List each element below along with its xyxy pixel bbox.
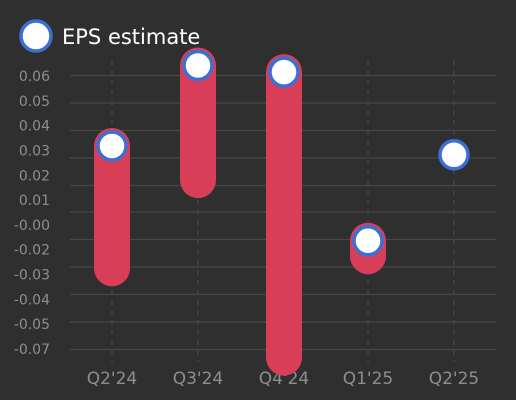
legend-label: EPS estimate — [62, 25, 200, 49]
estimate-markers — [96, 49, 470, 257]
y-tick-label: -0.07 — [14, 342, 50, 358]
y-tick-label: 0.05 — [19, 94, 50, 110]
y-tick-label: 0.06 — [19, 69, 50, 85]
estimate-marker — [268, 56, 300, 88]
x-tick-label: Q2'25 — [429, 369, 480, 389]
x-tick-label: Q3'24 — [173, 369, 224, 389]
x-tick-label: Q1'25 — [343, 369, 394, 389]
y-tick-label: -0.00 — [14, 218, 50, 234]
range-bar — [180, 47, 216, 199]
estimate-marker — [438, 139, 470, 171]
legend-marker — [19, 19, 53, 53]
estimate-marker — [352, 225, 384, 257]
y-tick-label: 0.03 — [19, 143, 50, 159]
y-tick-label: -0.05 — [14, 317, 50, 333]
y-tick-label: -0.02 — [14, 243, 50, 259]
y-tick-label: 0.02 — [19, 168, 50, 184]
y-tick-label: 0.04 — [19, 119, 50, 135]
y-tick-label: -0.04 — [14, 292, 50, 308]
estimate-marker — [96, 130, 128, 162]
x-tick-label: Q4'24 — [259, 369, 310, 389]
x-tick-label: Q2'24 — [87, 369, 138, 389]
y-tick-label: -0.03 — [14, 268, 50, 284]
y-tick-label: 0.01 — [19, 193, 50, 209]
estimate-marker — [182, 49, 214, 82]
x-axis: Q2'24 Q3'24 Q4'24 Q1'25 Q2'25 — [87, 369, 480, 389]
legend: EPS estimate — [19, 19, 200, 53]
range-bar — [94, 127, 130, 287]
y-axis: 0.06 0.05 0.04 0.03 0.02 0.01 -0.00 -0.02 -0.03 -… — [14, 69, 50, 358]
range-bar — [266, 54, 302, 376]
